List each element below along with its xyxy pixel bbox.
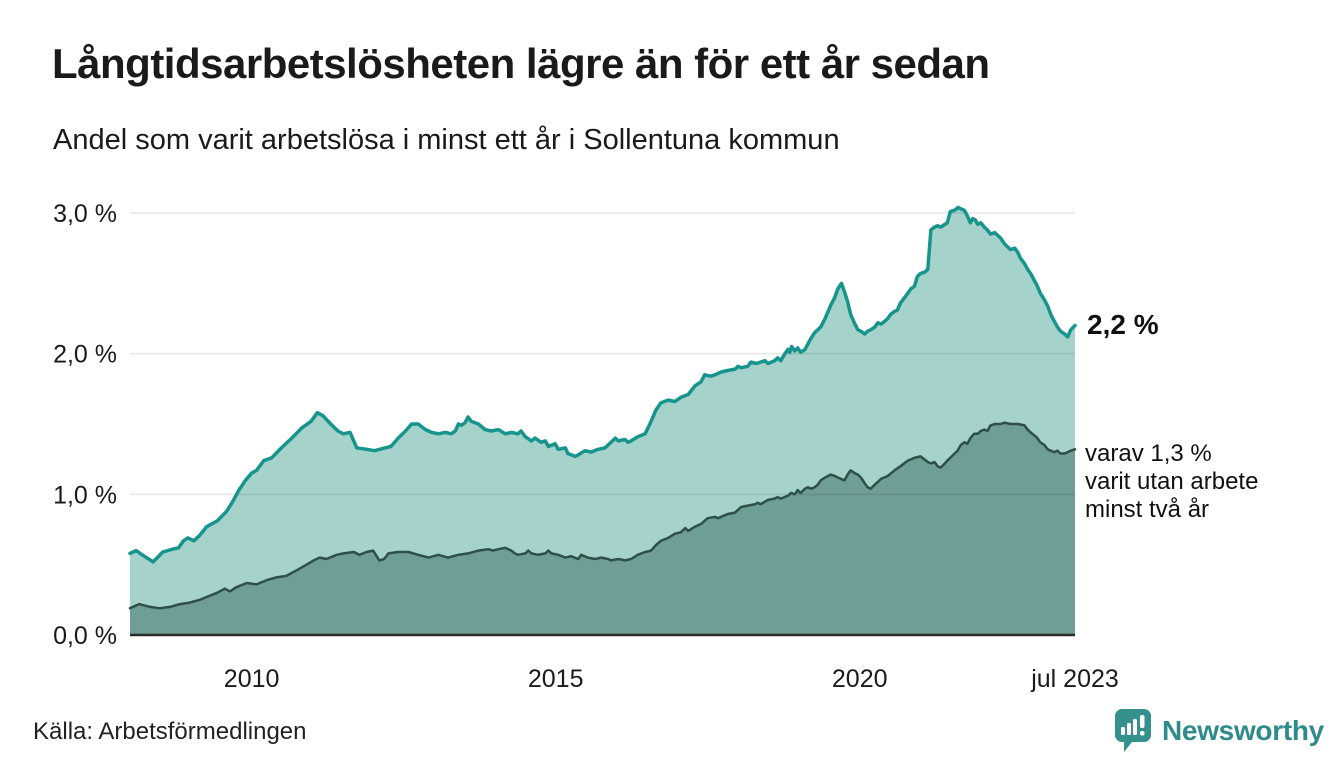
x-tick-label-2015: 2015: [528, 665, 584, 693]
chart-subtitle: Andel som varit arbetslösa i minst ett å…: [53, 124, 840, 156]
y-tick-label-3: 3,0 %: [53, 200, 117, 228]
annotation-current-value: 2,2 %: [1087, 308, 1159, 340]
logo-bar-3: [1133, 719, 1137, 735]
newsworthy-logo: Newsworthy: [1113, 708, 1324, 754]
annotation-two-year-line3: minst två år: [1085, 496, 1210, 524]
logo-wordmark: Newsworthy: [1162, 715, 1324, 746]
y-tick-label-1: 1,0 %: [53, 481, 117, 509]
source-note: Källa: Arbetsförmedlingen: [33, 718, 307, 745]
logo-exclamation-bar: [1140, 715, 1145, 728]
area-series-2: [130, 422, 1075, 635]
y-tick-label-0: 0,0 %: [53, 622, 117, 650]
x-tick-label-2010: 2010: [224, 665, 280, 693]
logo-exclamation-dot: [1140, 731, 1145, 736]
page-title: Långtidsarbetslösheten lägre än för ett …: [52, 40, 990, 87]
annotation-two-year-value: varav 1,3 % varit utan arbete minst två …: [1085, 440, 1258, 524]
x-tick-label-2020: 2020: [832, 665, 888, 693]
logo-bar-1: [1121, 727, 1125, 735]
x-tick-label-jul-2023: jul 2023: [1030, 665, 1119, 693]
annotation-two-year-line1: varav 1,3 %: [1085, 440, 1212, 468]
logo-bar-2: [1127, 723, 1131, 735]
y-tick-label-2: 2,0 %: [53, 341, 117, 369]
line-series-1: [128, 205, 1077, 564]
annotation-two-year-line2: varit utan arbete: [1085, 468, 1259, 496]
line-series-2: [128, 421, 1077, 610]
speech-bubble-bar-chart-icon: [1115, 709, 1151, 752]
